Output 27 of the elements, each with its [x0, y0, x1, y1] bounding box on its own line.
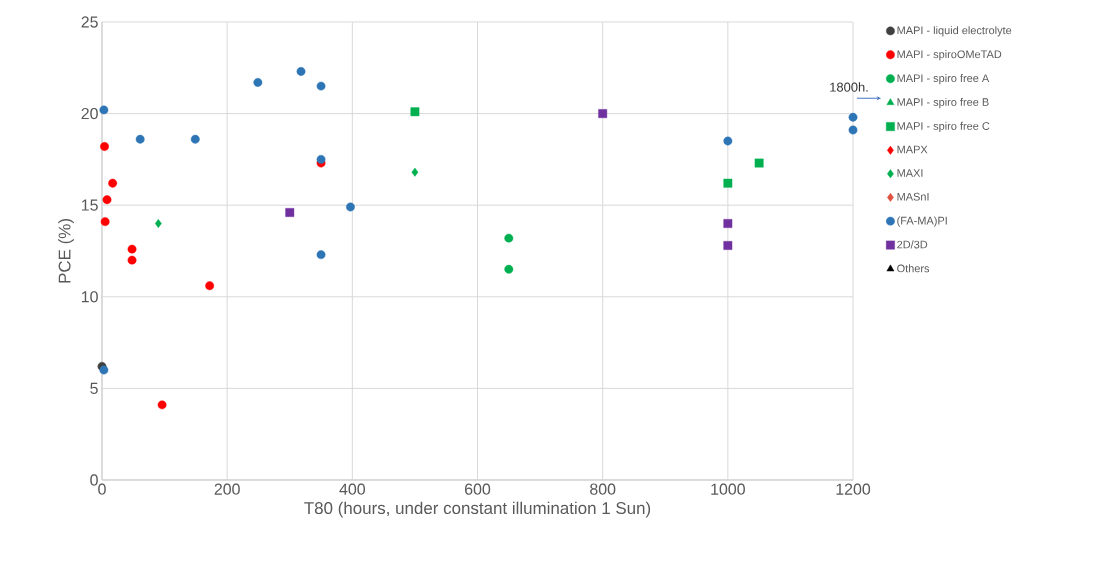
- x-tick-label: 1200: [836, 483, 871, 495]
- y-tick-label: 15: [81, 199, 98, 211]
- legend-label: MAPI - spiro free C: [897, 121, 990, 133]
- legend-label: MAXI: [897, 169, 923, 177]
- y-tick-label: 10: [81, 291, 98, 303]
- legend-label: MAPI - spiro free A: [897, 74, 990, 85]
- legend-label: MAPI - spiroOMeTAD: [897, 50, 1002, 61]
- x-tick-label: 0: [98, 483, 106, 495]
- x-tick-label: 400: [339, 483, 366, 495]
- x-tick-label: 1000: [711, 483, 745, 495]
- annotation: 1800h.: [830, 82, 868, 92]
- legend-label: MAPX: [897, 145, 928, 154]
- y-tick-label: 5: [90, 382, 98, 394]
- y-tick-label: 0: [90, 474, 98, 486]
- legend-label: MASnI: [897, 192, 929, 201]
- y-axis-title: PCE (%): [58, 219, 74, 283]
- legend-label: Others: [897, 264, 930, 273]
- legend-label: 2D/3D: [897, 240, 928, 249]
- legend-label: MAPI - liquid electrolyte: [897, 26, 1012, 37]
- y-tick-label: 25: [81, 16, 98, 28]
- x-axis-title: T80 (hours, under constant illumination 1 Sun): [304, 501, 651, 518]
- legend-label: (FA-MA)PI: [897, 216, 947, 227]
- x-tick-label: 200: [214, 483, 240, 495]
- x-tick-label: 600: [465, 483, 491, 495]
- x-tick-label: 800: [590, 483, 616, 495]
- y-tick-label: 20: [81, 107, 98, 120]
- legend-label: MAPI - spiro free B: [897, 97, 989, 109]
